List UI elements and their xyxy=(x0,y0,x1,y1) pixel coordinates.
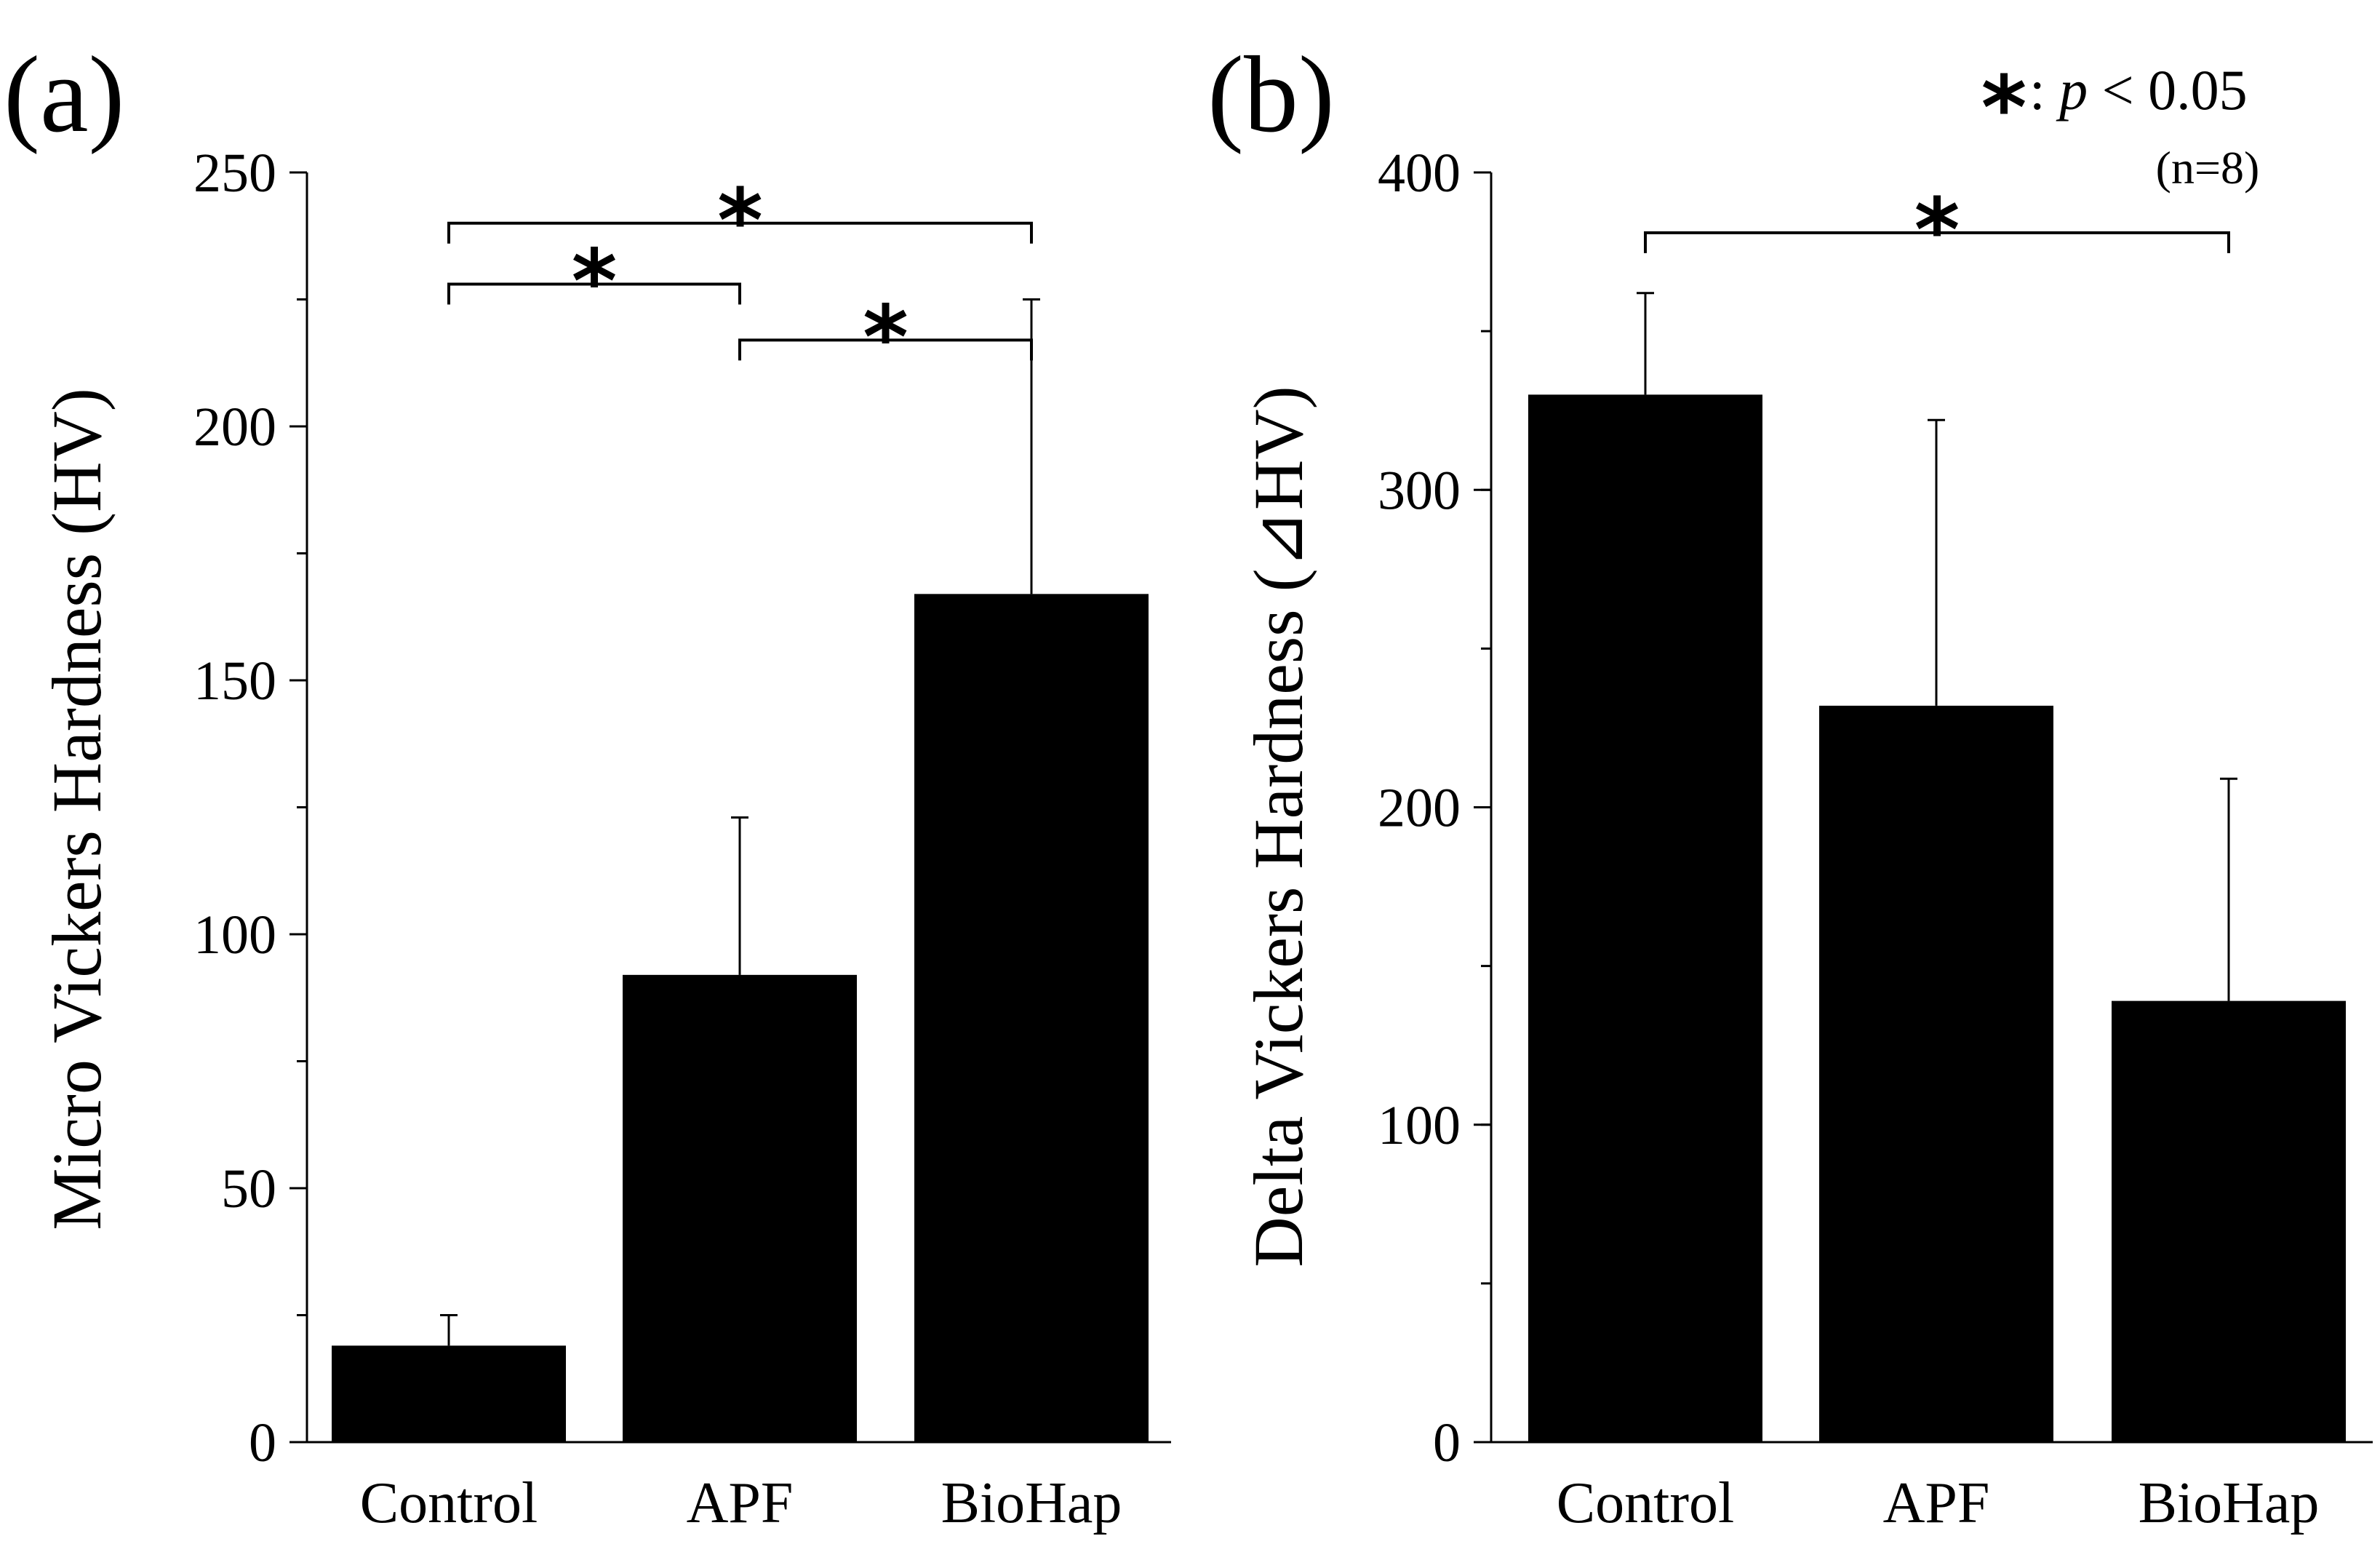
panel-a-y-tick-label: 0 xyxy=(249,1412,276,1473)
legend-star: * xyxy=(1981,58,2027,159)
panel-a-chart: (a) Micro Vickers Hardness (HV) 0 50 100 15… xyxy=(4,34,1171,1535)
panel-a-significance-star: * xyxy=(863,287,909,389)
panel-b-significance-bracket xyxy=(1644,231,2230,253)
panel-a-y-tick-label: 200 xyxy=(193,397,276,458)
panel-a-significance-star: * xyxy=(572,232,618,333)
panel-a-letter: (a) xyxy=(4,34,124,155)
legend-p-symbol: p xyxy=(2056,58,2088,122)
panel-a-category-label: Control xyxy=(360,1471,538,1535)
panel-a-category-label: APF xyxy=(687,1471,794,1535)
panel-b-category-label: BioHap xyxy=(2139,1471,2320,1535)
panel-b-y-tick-label: 200 xyxy=(1378,778,1461,839)
panel-b-y-tick-label: 400 xyxy=(1378,143,1461,204)
significance-legend: * : p < 0.05 (n=8) xyxy=(1981,58,2260,194)
panel-b-significance-star: * xyxy=(1914,180,1960,282)
panel-b-bar-biohap xyxy=(2112,1000,2346,1442)
panel-a-significance-bracket xyxy=(738,338,1033,361)
panel-a-y-tick-label: 100 xyxy=(193,904,276,966)
panel-b-bar-control xyxy=(1528,394,1762,1442)
panel-b-letter: (b) xyxy=(1207,34,1335,155)
panel-a-category-label: BioHap xyxy=(941,1471,1122,1535)
legend-p-value: : p < 0.05 xyxy=(2029,58,2248,122)
panel-a-significance-bracket xyxy=(447,221,1033,244)
legend-sample-size: (n=8) xyxy=(2156,142,2260,194)
panel-a-significance-star: * xyxy=(717,171,763,272)
panel-b-chart: (b) Delta Vickers Hardness (⊿HV) 0 100 200… xyxy=(1207,34,2373,1535)
panel-a-bar-biohap xyxy=(914,594,1149,1442)
panel-a-y-axis-title: Micro Vickers Hardness (HV) xyxy=(38,388,116,1230)
panel-b-y-tick-label: 0 xyxy=(1433,1412,1461,1473)
panel-a-bar-apf xyxy=(623,974,857,1442)
legend-threshold: < 0.05 xyxy=(2088,58,2248,122)
legend-prefix: : xyxy=(2029,58,2059,122)
panel-b-bar-apf xyxy=(1819,705,2053,1442)
panel-b-category-label: APF xyxy=(1883,1471,1990,1535)
panel-a-significance-bracket xyxy=(447,282,741,305)
panel-b-category-label: Control xyxy=(1557,1471,1734,1535)
panel-a-y-tick-label: 150 xyxy=(193,650,276,712)
panel-b-y-tick-label: 100 xyxy=(1378,1095,1461,1156)
panel-b-y-axis-title: Delta Vickers Hardness (⊿HV) xyxy=(1239,386,1317,1267)
panel-b-y-tick-label: 300 xyxy=(1378,460,1461,521)
panel-a-y-tick-label: 50 xyxy=(221,1158,276,1219)
panel-a-bar-control xyxy=(332,1345,566,1442)
panel-a-y-tick-label: 250 xyxy=(193,143,276,204)
